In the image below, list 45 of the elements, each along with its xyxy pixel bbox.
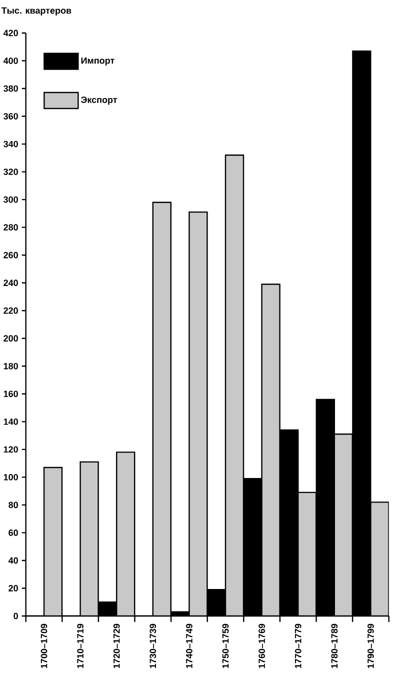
y-tick-label: 260 bbox=[4, 252, 18, 258]
legend-label: Импорт bbox=[81, 57, 114, 66]
y-tick-label: 40 bbox=[8, 557, 18, 564]
x-tick-label: 1760–1769 bbox=[258, 624, 265, 668]
y-tick-label: 300 bbox=[4, 196, 18, 203]
bar bbox=[80, 462, 98, 616]
y-axis-title: Тыс. квартеров bbox=[1, 7, 72, 16]
x-tick-label: 1790–1799 bbox=[368, 624, 374, 668]
bar bbox=[334, 434, 352, 616]
y-tick-label: 100 bbox=[4, 474, 18, 480]
x-tick-label: 1710–1719 bbox=[77, 624, 84, 668]
y-tick-label: 80 bbox=[8, 502, 18, 508]
y-tick-label: 220 bbox=[4, 307, 18, 314]
y-tick-label: 420 bbox=[3, 30, 18, 36]
y-tick-label: 340 bbox=[4, 140, 18, 148]
x-tick-label: 1740–1749 bbox=[186, 624, 192, 668]
y-tick-label: 20 bbox=[8, 585, 18, 592]
x-tick-label: 1780–1789 bbox=[331, 624, 338, 668]
x-tick-label: 1730–1739 bbox=[150, 624, 156, 668]
bar bbox=[370, 502, 389, 616]
bar bbox=[262, 284, 280, 616]
bar bbox=[44, 467, 62, 616]
y-tick-label: 360 bbox=[4, 113, 18, 120]
y-tick-label: 200 bbox=[4, 335, 18, 342]
y-tick-label: 400 bbox=[3, 58, 18, 64]
y-tick-label: 320 bbox=[4, 168, 18, 175]
y-tick-label: 380 bbox=[4, 85, 18, 92]
y-tick-label: 60 bbox=[8, 530, 18, 536]
bar bbox=[189, 212, 208, 616]
y-tick-label: 280 bbox=[4, 224, 18, 231]
y-tick-label: 120 bbox=[4, 446, 18, 453]
y-tick-label: 160 bbox=[4, 390, 18, 398]
bar bbox=[298, 492, 316, 616]
x-tick-label: 1720–1729 bbox=[113, 624, 120, 668]
bar bbox=[116, 452, 135, 616]
x-tick-label: 1770–1779 bbox=[294, 624, 302, 668]
bar bbox=[226, 155, 244, 616]
x-tick-label: 1750–1759 bbox=[222, 624, 229, 668]
y-tick-label: 180 bbox=[4, 362, 18, 370]
y-tick-label: 140 bbox=[4, 418, 18, 425]
legend-label: Экспорт bbox=[81, 96, 118, 105]
x-tick-label: 1700–1709 bbox=[40, 624, 48, 668]
bar bbox=[152, 202, 171, 616]
y-tick-label: 0 bbox=[14, 612, 18, 620]
y-tick-label: 240 bbox=[4, 280, 18, 286]
